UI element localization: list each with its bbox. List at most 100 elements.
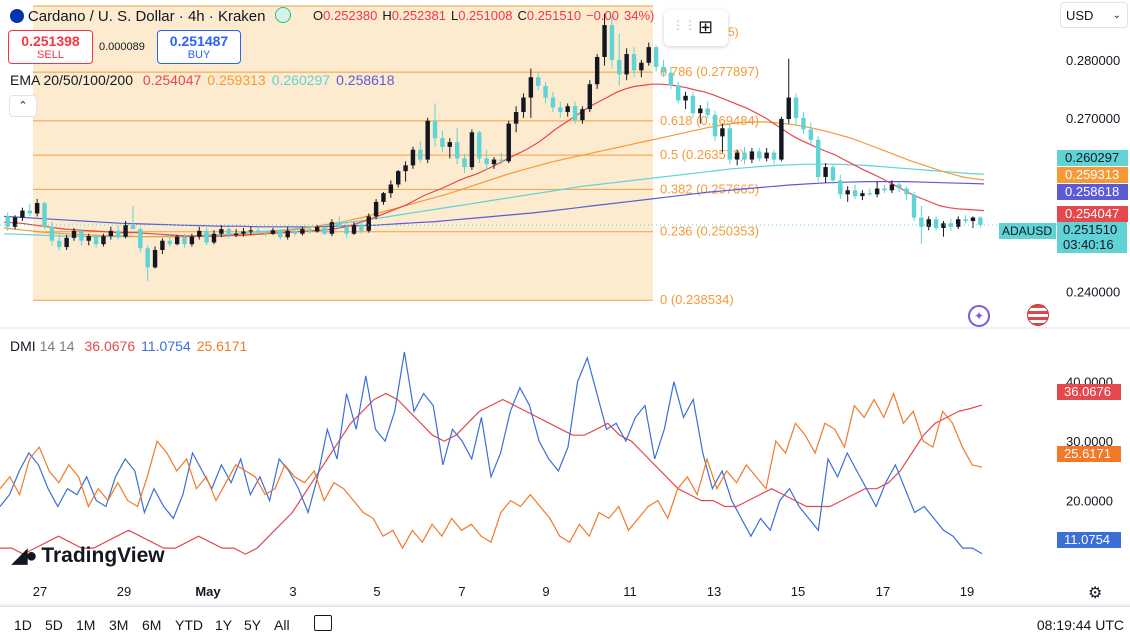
timeframe-button[interactable]: 5Y [244, 617, 262, 633]
dmi-axis-label: 20.0000 [1066, 494, 1113, 509]
currency-select[interactable]: USD ⌄ [1060, 2, 1128, 28]
candle-body [174, 236, 180, 245]
candle [705, 101, 710, 118]
candle [668, 66, 674, 89]
candle [86, 233, 91, 246]
candle-body [418, 149, 423, 160]
candle-body [233, 233, 239, 235]
timeframe-button[interactable]: 3M [109, 617, 129, 633]
chart-title[interactable]: Cardano / U. S. Dollar · 4h · Kraken [27, 8, 266, 25]
timeframe-button[interactable]: 5D [45, 617, 63, 633]
candle-body [337, 222, 342, 227]
us-flag-icon[interactable] [1027, 304, 1049, 326]
candle-body [292, 230, 298, 234]
candle [823, 163, 828, 183]
timeframe-button[interactable]: 1Y [215, 617, 233, 633]
candle [27, 203, 32, 217]
watermark-text: TradingView [41, 544, 165, 567]
candle-body [661, 66, 666, 73]
candle [572, 101, 578, 124]
dmi-params: 14 14 [39, 338, 75, 354]
candle-body [801, 117, 806, 130]
candle [432, 103, 438, 147]
candle-body [506, 123, 511, 162]
candle-body [970, 217, 976, 222]
candle [639, 59, 644, 78]
candle-body [491, 159, 497, 165]
drag-handle-icon[interactable]: ⋮⋮ [672, 18, 696, 32]
fib-label-peek: 5) [728, 25, 739, 39]
candle [911, 192, 917, 222]
object-tree-icon[interactable]: ⊞ [698, 17, 714, 37]
floating-toolbar[interactable]: ⋮⋮ ⊞ [664, 10, 728, 46]
x-axis-label: 17 [876, 584, 890, 599]
currency-value: USD [1066, 8, 1094, 23]
candle-body [359, 225, 364, 231]
candle [123, 221, 128, 239]
candle-body [152, 249, 158, 268]
candle-body [278, 230, 283, 238]
candle-body [712, 114, 718, 137]
date-range-icon[interactable] [314, 615, 332, 631]
collapse-legend-button[interactable]: ⌃ [9, 95, 37, 117]
candle-body [956, 219, 961, 227]
candle-body [322, 226, 327, 234]
candle [808, 122, 814, 144]
settings-gear-icon[interactable]: ⚙ [1088, 585, 1103, 602]
timeframe-button[interactable]: 1M [76, 617, 96, 633]
buy-button[interactable]: 0.251487 BUY [157, 30, 241, 64]
candle [926, 216, 931, 231]
x-axis-label: 9 [542, 584, 549, 599]
sell-button[interactable]: 0.251398 SELL [8, 30, 93, 64]
ema-legend[interactable]: EMA 20/50/100/200 0.254047 0.259313 0.2602… [10, 72, 395, 88]
candle-body [182, 236, 187, 245]
timeframe-button[interactable]: YTD [175, 617, 203, 633]
candle-body [978, 217, 983, 226]
timeframe-button[interactable]: 6M [142, 617, 162, 633]
candle [587, 80, 592, 113]
candle [506, 120, 511, 164]
candle [34, 198, 40, 217]
candle-body [189, 236, 195, 245]
candle-body [602, 25, 607, 57]
candle [720, 123, 725, 153]
candle [351, 222, 357, 235]
candle-body [558, 107, 563, 113]
candle [491, 157, 497, 169]
candle [941, 221, 946, 237]
candle-body [734, 152, 740, 160]
visibility-eye-icon[interactable] [275, 7, 292, 23]
candle [241, 227, 246, 237]
x-axis-label: 29 [117, 584, 131, 599]
candle [484, 149, 489, 170]
bar-countdown: 03:40:16 [1063, 237, 1114, 252]
price-tag: 0.254047 [1057, 206, 1128, 222]
price-tag: 0.258618 [1057, 184, 1128, 200]
x-axis-label: 7 [458, 584, 465, 599]
sell-label: SELL [37, 49, 64, 61]
spread-value: 0.000089 [99, 41, 145, 53]
fib-level-label: 0.5 (0.263573) [660, 147, 745, 162]
dmi-legend[interactable]: DMI 14 14 36.0676 11.0754 25.6171 [10, 338, 247, 354]
ema-value: 0.254047 [142, 72, 202, 88]
candle [20, 207, 25, 222]
candle [314, 225, 320, 233]
clock[interactable]: 08:19:44 UTC [1036, 617, 1124, 633]
candle-body [381, 193, 386, 202]
candle-body [543, 85, 548, 98]
timeframe-button[interactable]: 1D [14, 617, 32, 633]
candle-body [904, 188, 909, 195]
candle [108, 226, 114, 240]
candle-body [793, 97, 799, 118]
ohlc-item: O0.252380 [313, 8, 378, 23]
timeframe-button[interactable]: All [274, 617, 290, 633]
candle [477, 130, 482, 164]
candle [690, 91, 696, 118]
candle-body [477, 132, 482, 159]
ema-value: 0.259313 [207, 72, 266, 88]
tradingview-logo[interactable]: ◢● TradingView [12, 543, 165, 568]
dmi-value-tag: 25.6171 [1057, 446, 1121, 462]
dmi-value: 36.0676 [84, 338, 136, 354]
sparkle-icon[interactable]: ✦ [968, 305, 990, 327]
